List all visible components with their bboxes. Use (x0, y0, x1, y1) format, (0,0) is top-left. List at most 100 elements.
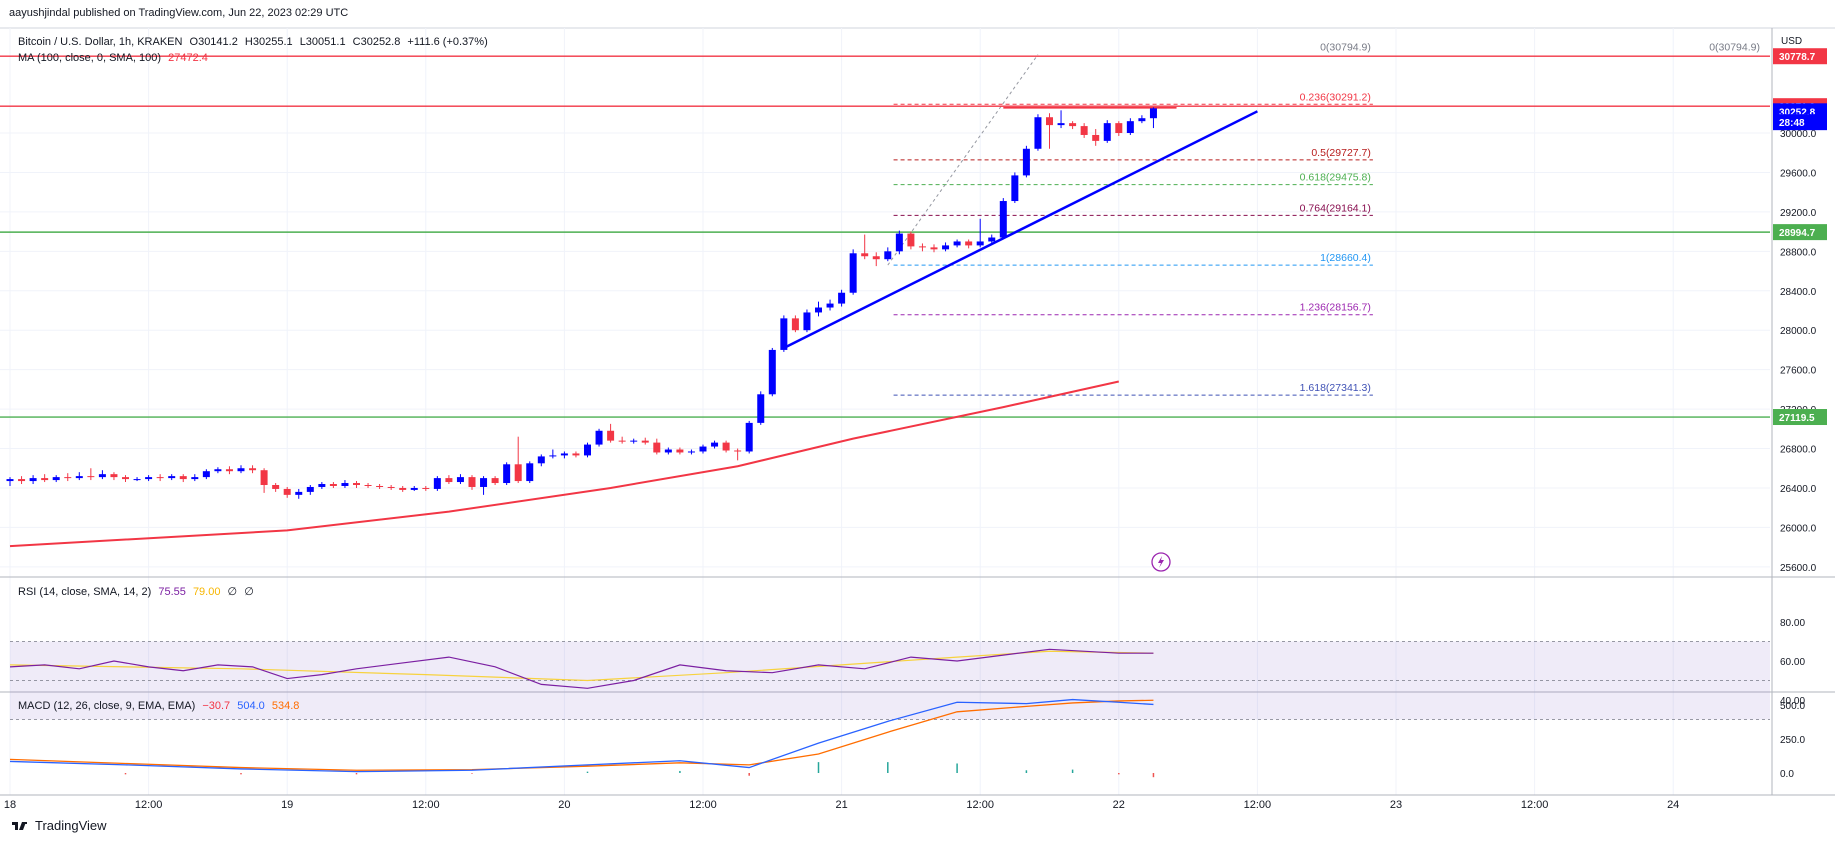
chart-background (0, 28, 1835, 808)
candle-body (202, 471, 210, 478)
candle-body (930, 247, 938, 250)
price-tick-9: 26400.0 (1780, 484, 1817, 495)
candle-body (884, 251, 892, 260)
candle-body (387, 486, 395, 488)
candle-body (999, 201, 1007, 238)
candle-body (18, 479, 26, 482)
candle-body (1138, 118, 1146, 122)
price-tick-6: 27600.0 (1780, 366, 1817, 377)
price-tick-4: 28400.0 (1780, 287, 1817, 298)
candle-body (64, 477, 72, 479)
candle-body (41, 478, 49, 481)
candle-body (526, 463, 534, 482)
candle-body (711, 442, 719, 447)
macd-value: 504.0 (237, 700, 265, 712)
candle-body (687, 451, 695, 453)
fib-label-3: 0.618(29475.8) (1300, 172, 1371, 184)
ohlc-close: C30252.8 (352, 36, 401, 48)
candle-body (52, 477, 60, 481)
fib-label-1: 0.236(30291.2) (1300, 91, 1371, 103)
candle-body (249, 468, 257, 471)
time-label-8: 22 (1113, 799, 1125, 811)
candle-body (803, 312, 811, 331)
price-tag-3: 28:48 (1779, 118, 1805, 129)
price-tick-1: 29600.0 (1780, 168, 1817, 179)
candle-body (607, 430, 615, 441)
candle-body (734, 450, 742, 452)
time-label-11: 12:00 (1521, 799, 1549, 811)
price-tick-11: 25600.0 (1780, 563, 1817, 574)
macd-tick-0: 500.0 (1780, 701, 1805, 712)
candle-body (1103, 123, 1111, 141)
price-tag-bg-3 (1773, 114, 1827, 131)
candle-body (791, 318, 799, 331)
macd-signal-value: 534.8 (271, 700, 300, 712)
macd-tick-1: 250.0 (1780, 735, 1805, 746)
lightning-glyph-icon (1158, 556, 1164, 568)
price-tag-bg-5 (1773, 409, 1827, 426)
candle-body (283, 488, 291, 495)
candle-body (722, 442, 730, 451)
candle-body (122, 477, 129, 480)
price-tag-4: 28994.7 (1779, 228, 1816, 239)
tradingview-brand[interactable]: TradingView (12, 818, 107, 833)
price-tag-bg-0 (1773, 48, 1827, 65)
candle-body (376, 485, 384, 487)
candle-body (815, 307, 822, 313)
fib-label-6: 1.236(28156.7) (1300, 302, 1371, 314)
time-label-12: 24 (1667, 799, 1679, 811)
time-label-3: 12:00 (412, 799, 440, 811)
candle-body (1022, 148, 1030, 176)
candle-body (168, 476, 176, 479)
candle-body (503, 464, 511, 484)
candle-body (6, 479, 14, 482)
candle-body (456, 477, 464, 483)
candle-body (1011, 175, 1019, 202)
candle-body (399, 487, 407, 490)
time-label-10: 23 (1390, 799, 1402, 811)
candle-body (1092, 134, 1100, 141)
candle-body (699, 446, 707, 452)
candle-body (225, 469, 233, 472)
candle-body (584, 444, 591, 456)
candle-body (1080, 126, 1088, 135)
candle-body (780, 318, 788, 350)
candle-body (757, 394, 765, 423)
candle-body (838, 292, 846, 304)
candle-body (1046, 117, 1053, 126)
ma-legend[interactable]: MA (100, close, 0, SMA, 100) 27472.4 (18, 52, 212, 64)
candle-body (145, 477, 153, 480)
candle-body (976, 241, 984, 246)
symbol-name: Bitcoin / U.S. Dollar, 1h, KRAKEN (18, 36, 183, 48)
candle-body (861, 253, 869, 257)
tradingview-logo-icon (12, 821, 27, 830)
time-label-0: 18 (4, 799, 16, 811)
candle-body (872, 256, 880, 260)
rsi-legend[interactable]: RSI (14, close, SMA, 14, 2) 75.55 79.00 … (18, 585, 258, 598)
candle-body (630, 440, 638, 442)
price-axis-currency: USD (1781, 36, 1802, 47)
ma-label: MA (100, close, 0, SMA, 100) (18, 52, 162, 64)
rsi-line (9, 648, 1154, 689)
candle-body (549, 455, 557, 457)
fib-anchor-line (887, 54, 1039, 266)
symbol-legend[interactable]: Bitcoin / U.S. Dollar, 1h, KRAKEN O30141… (18, 36, 492, 48)
candle-body (98, 474, 106, 478)
macd-legend[interactable]: MACD (12, 26, close, 9, EMA, EMA) −30.7 … (18, 700, 303, 712)
candle-body (29, 478, 37, 482)
candle-body (676, 449, 684, 453)
candle-body (480, 478, 488, 487)
candle-body (653, 442, 661, 453)
time-label-5: 12:00 (689, 799, 717, 811)
candle-body (1149, 108, 1157, 119)
candle-body (572, 453, 580, 456)
ohlc-high: H30255.1 (244, 36, 293, 48)
macd-line (9, 698, 1154, 773)
candle-body (918, 246, 926, 248)
macd-tick-2: 0.0 (1780, 769, 1794, 780)
candle-body (468, 477, 476, 487)
candle-body (895, 233, 903, 252)
candle-body (1126, 121, 1134, 133)
time-label-2: 19 (281, 799, 293, 811)
